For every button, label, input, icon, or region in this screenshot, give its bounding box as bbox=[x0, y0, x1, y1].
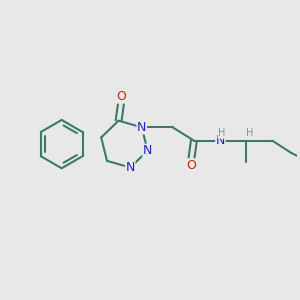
Text: N: N bbox=[143, 144, 152, 157]
Text: O: O bbox=[186, 159, 196, 172]
Text: H: H bbox=[218, 128, 226, 138]
Text: N: N bbox=[216, 134, 225, 147]
Text: O: O bbox=[117, 90, 127, 103]
Text: H: H bbox=[246, 128, 254, 138]
Text: N: N bbox=[137, 121, 146, 134]
Text: N: N bbox=[125, 161, 135, 174]
